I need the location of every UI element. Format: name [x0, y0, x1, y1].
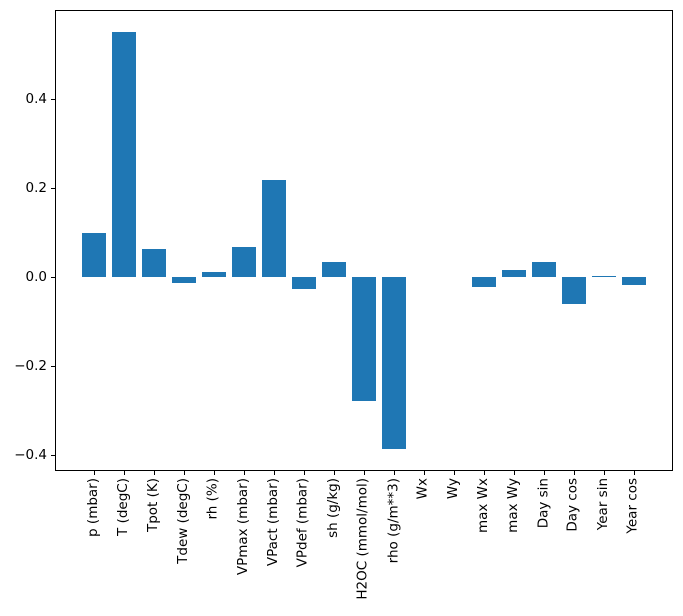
- x-axis-tick-label: Day sin: [534, 478, 551, 529]
- y-axis-tick: [51, 365, 55, 367]
- x-axis-tick: [393, 471, 395, 475]
- x-axis-tick-label: max Wy: [504, 478, 521, 533]
- bar-t-degc: [112, 32, 137, 278]
- x-axis-tick: [243, 471, 245, 475]
- bar-tpot-k: [142, 248, 167, 278]
- x-axis-tick: [303, 471, 305, 475]
- y-axis-tick: [51, 99, 55, 100]
- x-axis-tick: [543, 471, 545, 475]
- x-axis-tick-label: VPdef (mbar): [294, 478, 311, 568]
- bar-year-sin: [592, 276, 617, 278]
- x-axis-tick: [363, 471, 365, 475]
- x-axis-tick: [423, 471, 425, 475]
- x-axis-tick-label: VPact (mbar): [264, 478, 281, 567]
- x-axis-tick-label: Wy: [444, 478, 461, 500]
- y-axis-tick-label: 0.0: [25, 268, 47, 285]
- x-axis-tick-label: VPmax (mbar): [234, 478, 251, 576]
- x-axis-tick: [93, 471, 95, 475]
- x-axis-tick: [213, 471, 215, 475]
- x-axis-tick: [573, 471, 575, 475]
- x-axis-tick-label: sh (g/kg): [324, 478, 341, 538]
- x-axis-tick-label: Wx: [414, 478, 431, 500]
- bar-vpdef-mbar: [292, 277, 317, 289]
- y-axis-tick: [51, 454, 55, 456]
- x-axis-tick: [603, 471, 605, 475]
- bar-day-cos: [562, 277, 587, 304]
- x-axis-tick: [183, 471, 185, 475]
- x-axis-tick-label: Year cos: [624, 478, 641, 534]
- x-axis-tick-label: Year sin: [594, 478, 611, 531]
- x-axis-tick-label: p (mbar): [84, 478, 101, 537]
- bar-p-mbar: [82, 232, 107, 278]
- x-axis-tick-label: rh (%): [204, 478, 221, 520]
- bar-day-sin: [532, 261, 557, 278]
- bar-vpact-mbar: [262, 179, 287, 278]
- bar-max-wx: [472, 277, 497, 287]
- x-axis-tick-label: rho (g/m**3): [384, 478, 401, 564]
- x-axis-tick: [453, 471, 455, 475]
- x-axis-tick-label: H2OC (mmol/mol): [354, 478, 371, 600]
- x-axis-tick-label: Tdew (degC): [174, 478, 191, 564]
- bar-year-cos: [622, 277, 647, 285]
- x-axis-tick: [633, 471, 635, 475]
- y-axis-tick-label: 0.2: [25, 179, 47, 196]
- x-axis-tick-label: Tpot (K): [144, 478, 161, 533]
- bar-sh-g-kg: [322, 262, 347, 278]
- bar-tdew-degc: [172, 277, 197, 284]
- y-axis-tick-label: −0.4: [14, 446, 47, 463]
- plot-area: 0.4 0.2 0.0 −0.2 −0.4 p (mbar) T (degC) Tpot (K…: [14, 10, 673, 600]
- x-axis-tick: [333, 471, 335, 475]
- x-axis-tick-label: T (degC): [114, 478, 131, 536]
- x-axis-tick: [273, 471, 275, 475]
- y-axis-tick: [51, 187, 55, 189]
- bar-rho-g-m-3: [382, 277, 407, 450]
- y-axis-tick: [51, 276, 55, 278]
- x-axis-tick-label: Day cos: [564, 478, 581, 532]
- x-axis-tick: [483, 471, 485, 475]
- x-axis-tick: [513, 471, 515, 475]
- bar-max-wy: [502, 269, 527, 278]
- x-axis-tick-label: max Wx: [474, 478, 491, 534]
- bar-rh: [202, 272, 227, 278]
- x-axis-tick: [123, 471, 125, 475]
- bar-h2oc-mmol-mol: [352, 277, 377, 402]
- y-axis-tick-label: −0.2: [14, 357, 47, 374]
- y-axis-tick-label: 0.4: [25, 91, 47, 107]
- x-axis-tick: [153, 471, 155, 475]
- bar-vpmax-mbar: [232, 246, 257, 278]
